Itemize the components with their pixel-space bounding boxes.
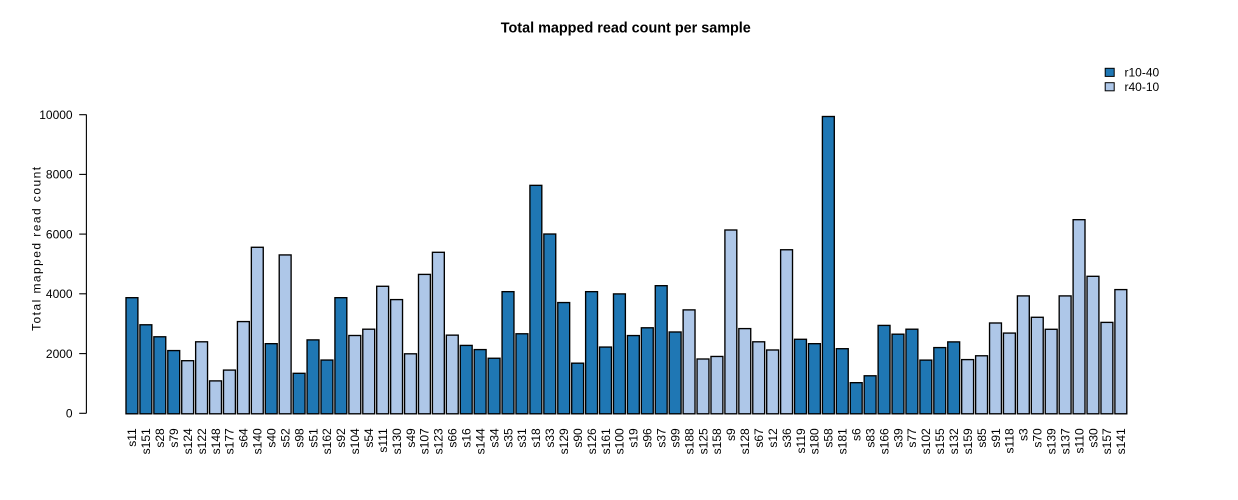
- svg-text:Total mapped read count: Total mapped read count: [30, 165, 44, 330]
- svg-text:s159: s159: [961, 428, 975, 454]
- svg-text:s181: s181: [836, 428, 850, 454]
- svg-text:s140: s140: [251, 428, 265, 454]
- svg-text:s125: s125: [696, 428, 710, 454]
- svg-text:s67: s67: [752, 428, 766, 448]
- svg-text:s119: s119: [794, 428, 808, 453]
- svg-text:s139: s139: [1045, 428, 1059, 454]
- svg-text:s161: s161: [599, 428, 613, 454]
- svg-text:s12: s12: [766, 428, 780, 448]
- svg-text:s51: s51: [306, 428, 320, 448]
- svg-text:s122: s122: [195, 428, 209, 454]
- svg-text:s98: s98: [292, 428, 306, 448]
- svg-text:s19: s19: [627, 428, 641, 448]
- svg-text:r10-40: r10-40: [1125, 66, 1160, 80]
- svg-text:s118: s118: [1003, 428, 1017, 453]
- svg-text:s18: s18: [529, 428, 543, 448]
- svg-text:s49: s49: [404, 428, 418, 448]
- svg-text:s79: s79: [167, 428, 181, 448]
- svg-text:2000: 2000: [46, 347, 73, 361]
- svg-text:s77: s77: [905, 428, 919, 448]
- svg-text:s64: s64: [237, 428, 251, 448]
- svg-text:s83: s83: [863, 428, 877, 448]
- svg-text:s33: s33: [543, 428, 557, 448]
- svg-text:s102: s102: [919, 428, 933, 454]
- svg-text:s96: s96: [641, 428, 655, 448]
- svg-text:s104: s104: [348, 428, 362, 454]
- svg-text:s90: s90: [571, 428, 585, 448]
- svg-text:s155: s155: [933, 428, 947, 454]
- svg-text:s110: s110: [1072, 428, 1086, 453]
- svg-text:s177: s177: [223, 428, 237, 454]
- svg-text:s3: s3: [1017, 428, 1031, 441]
- svg-text:s39: s39: [891, 428, 905, 448]
- svg-text:Total mapped read count per sa: Total mapped read count per sample: [501, 21, 751, 37]
- svg-text:s6: s6: [850, 428, 864, 441]
- svg-text:s148: s148: [209, 428, 223, 454]
- svg-text:s37: s37: [655, 428, 669, 448]
- svg-text:s124: s124: [181, 428, 195, 454]
- svg-text:s129: s129: [557, 428, 571, 454]
- svg-text:8000: 8000: [46, 168, 73, 182]
- svg-text:s157: s157: [1100, 428, 1114, 454]
- svg-text:s16: s16: [460, 428, 474, 448]
- svg-text:s141: s141: [1114, 428, 1128, 454]
- svg-text:s28: s28: [153, 428, 167, 448]
- svg-text:s85: s85: [975, 428, 989, 448]
- svg-text:s11: s11: [125, 428, 139, 447]
- svg-text:s52: s52: [278, 428, 292, 448]
- svg-text:10000: 10000: [39, 108, 73, 122]
- svg-text:s123: s123: [432, 428, 446, 454]
- svg-text:s54: s54: [362, 428, 376, 448]
- svg-text:s158: s158: [710, 428, 724, 454]
- svg-text:r40-10: r40-10: [1125, 80, 1160, 94]
- svg-text:s166: s166: [877, 428, 891, 454]
- svg-text:s31: s31: [515, 428, 529, 448]
- svg-text:s99: s99: [668, 428, 682, 448]
- svg-text:s144: s144: [473, 428, 487, 454]
- svg-text:s70: s70: [1031, 428, 1045, 448]
- svg-text:s30: s30: [1086, 428, 1100, 448]
- svg-text:4000: 4000: [46, 287, 73, 301]
- svg-text:s66: s66: [446, 428, 460, 448]
- svg-text:6000: 6000: [46, 227, 73, 241]
- svg-text:s126: s126: [585, 428, 599, 454]
- svg-text:s188: s188: [682, 428, 696, 454]
- svg-text:s91: s91: [989, 428, 1003, 448]
- svg-text:s180: s180: [808, 428, 822, 454]
- svg-text:s34: s34: [487, 428, 501, 448]
- svg-text:s9: s9: [724, 428, 738, 441]
- svg-text:s92: s92: [334, 428, 348, 448]
- svg-text:s130: s130: [390, 428, 404, 454]
- svg-text:s107: s107: [418, 428, 432, 454]
- svg-text:s151: s151: [139, 428, 153, 454]
- svg-text:s137: s137: [1058, 428, 1072, 454]
- svg-text:s111: s111: [376, 428, 390, 453]
- svg-text:s36: s36: [780, 428, 794, 448]
- svg-text:s100: s100: [613, 428, 627, 454]
- svg-text:s128: s128: [738, 428, 752, 454]
- svg-text:s35: s35: [501, 428, 515, 448]
- svg-text:s40: s40: [265, 428, 279, 448]
- svg-text:s162: s162: [320, 428, 334, 454]
- svg-text:0: 0: [66, 407, 73, 421]
- svg-text:s132: s132: [947, 428, 961, 454]
- svg-text:s58: s58: [822, 428, 836, 448]
